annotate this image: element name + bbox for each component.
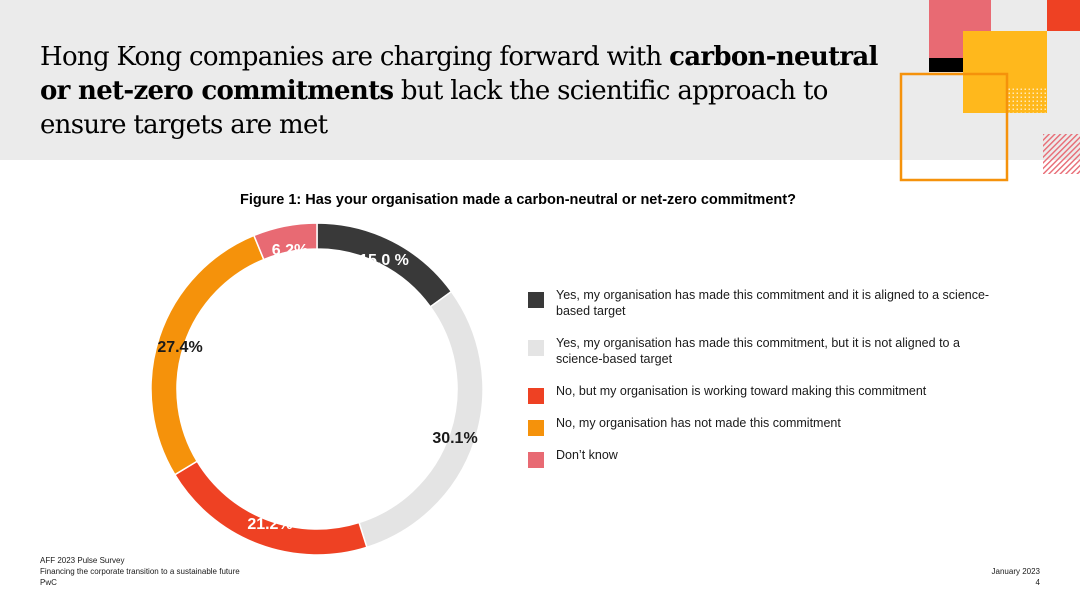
deco-hatch-block — [1043, 134, 1080, 174]
slice-label-2: 30.1% — [432, 430, 477, 447]
footer-brand: PwC — [40, 578, 57, 587]
title-text-bold: carbon-neutral or net-zero commitments — [40, 42, 878, 106]
title-text-regular-1: Hong Kong companies are charging forward… — [40, 42, 670, 72]
legend-swatch-5 — [528, 452, 544, 468]
legend-swatch-2 — [528, 340, 544, 356]
legend-item-5: Don’t know — [528, 447, 998, 468]
deco-red-block — [1047, 0, 1080, 31]
legend-label-3: No, but my organisation is working towar… — [556, 384, 927, 398]
slide-title: Hong Kong companies are charging forward… — [40, 40, 900, 142]
legend-label-2: Yes, my organisation has made this commi… — [556, 336, 960, 366]
footer-survey: AFF 2023 Pulse Survey — [40, 556, 125, 565]
chart-legend: Yes, my organisation has made this commi… — [528, 287, 998, 479]
slice-label-5: 6.2% — [272, 242, 308, 259]
slice-label-1: 15.0 % — [359, 252, 409, 269]
legend-label-1: Yes, my organisation has made this commi… — [556, 288, 990, 318]
footer-right: January 2023 4 — [992, 566, 1040, 588]
legend-item-2: Yes, my organisation has made this commi… — [528, 335, 998, 367]
legend-item-3: No, but my organisation is working towar… — [528, 383, 998, 404]
decorative-graphic — [899, 0, 1080, 182]
legend-item-1: Yes, my organisation has made this commi… — [528, 287, 998, 319]
legend-swatch-4 — [528, 420, 544, 436]
donut-slice-5 — [252, 222, 318, 261]
slice-label-3: 21.2% — [247, 516, 292, 533]
deco-orange-outline — [899, 72, 1009, 182]
legend-item-4: No, my organisation has not made this co… — [528, 415, 998, 436]
footer-subtitle: Financing the corporate transition to a … — [40, 567, 240, 576]
footer-left: AFF 2023 Pulse Survey Financing the corp… — [40, 555, 240, 588]
donut-slice-3 — [173, 460, 368, 556]
legend-label-4: No, my organisation has not made this co… — [556, 416, 841, 430]
legend-label-5: Don’t know — [556, 448, 618, 462]
page-number: 4 — [1035, 578, 1040, 587]
slice-label-4: 27.4% — [157, 339, 202, 356]
footer-date: January 2023 — [991, 567, 1040, 576]
deco-dots-block — [1008, 88, 1047, 113]
legend-swatch-3 — [528, 388, 544, 404]
donut-slice-2 — [358, 290, 484, 549]
title-text-regular-2: but lack the scientific approach to ensu… — [40, 76, 828, 140]
legend-swatch-1 — [528, 292, 544, 308]
figure-title: Figure 1: Has your organisation made a c… — [240, 192, 796, 208]
